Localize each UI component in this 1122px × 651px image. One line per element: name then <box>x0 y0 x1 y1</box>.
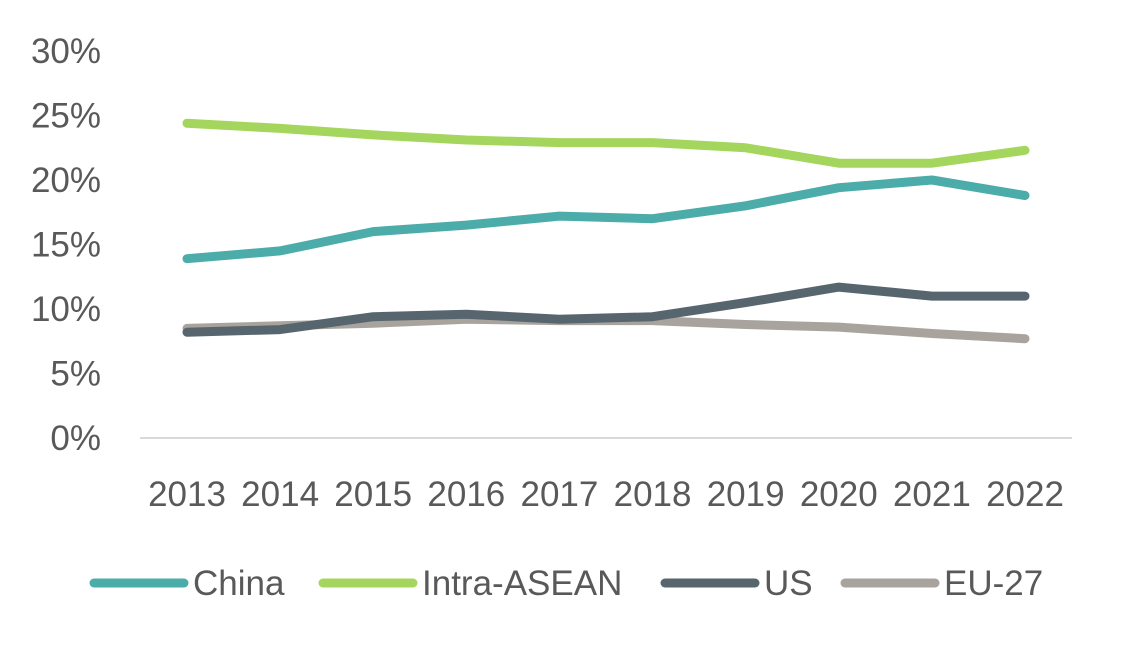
y-tick-label: 20% <box>31 161 101 200</box>
series-line-china <box>182 175 1030 264</box>
legend-label: China <box>193 564 285 603</box>
y-tick-label: 10% <box>31 290 101 329</box>
y-axis-ticks: 0% 5% 10% 15% 20% 25% 30% <box>31 32 101 458</box>
y-tick-label: 30% <box>31 32 101 71</box>
legend-label: Intra-ASEAN <box>422 564 622 603</box>
series-lines <box>182 118 1030 344</box>
legend-item: EU-27 <box>840 564 1043 603</box>
x-tick-label: 2019 <box>707 475 785 514</box>
y-tick-label: 25% <box>31 97 101 136</box>
legend-item: China <box>89 564 285 603</box>
x-axis-ticks: 2013 2014 2015 2016 2017 2018 2019 2020 2021 2022 <box>148 475 1064 514</box>
x-tick-label: 2016 <box>427 475 505 514</box>
legend-item: Intra-ASEAN <box>318 564 622 603</box>
legend-item: US <box>660 564 813 603</box>
legend: China Intra-ASEAN US EU-27 <box>89 564 1043 603</box>
x-tick-label: 2018 <box>614 475 692 514</box>
x-tick-label: 2022 <box>986 475 1064 514</box>
x-tick-label: 2017 <box>521 475 599 514</box>
series-line-us <box>182 282 1030 337</box>
x-tick-label: 2020 <box>800 475 878 514</box>
y-tick-label: 15% <box>31 226 101 265</box>
legend-label: EU-27 <box>944 564 1043 603</box>
x-tick-label: 2013 <box>148 475 226 514</box>
y-tick-label: 0% <box>50 419 101 458</box>
legend-label: US <box>764 564 813 603</box>
y-tick-label: 5% <box>50 355 101 394</box>
x-tick-label: 2021 <box>893 475 971 514</box>
x-tick-label: 2015 <box>334 475 412 514</box>
x-tick-label: 2014 <box>241 475 319 514</box>
series-line-intra-asean <box>182 118 1030 168</box>
